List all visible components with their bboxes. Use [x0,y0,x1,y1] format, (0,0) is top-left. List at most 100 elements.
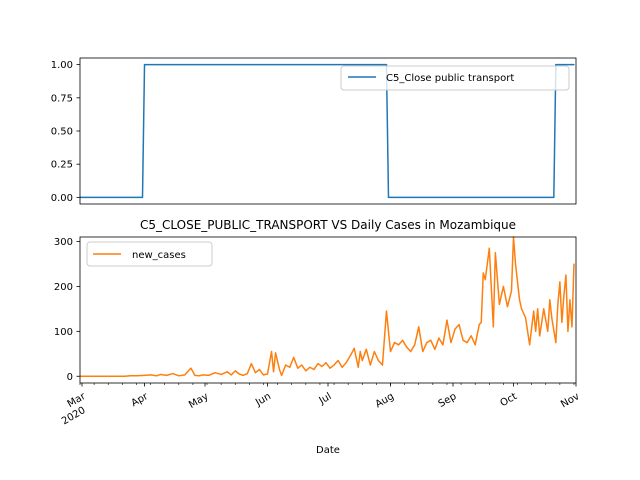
data-point [387,196,390,198]
data-point [381,364,384,366]
data-point [547,330,549,332]
data-point [422,350,424,353]
data-point [341,366,343,368]
data-point [410,350,412,353]
data-point [524,317,527,319]
data-point [202,374,204,376]
data-point [482,272,484,274]
data-point [539,335,541,337]
data-point [565,274,567,276]
data-point [238,373,240,375]
data-point [329,367,331,369]
bottom-chart-frame [79,236,577,384]
data-point [143,64,146,66]
data-point [478,324,480,326]
data-point [571,326,573,328]
data-point [266,373,269,375]
data-point [446,319,448,321]
data-point [258,368,261,371]
top-legend-label: C5_Close public transport [386,73,514,84]
data-point [149,374,152,376]
data-point [406,346,408,348]
top-chart-frame [79,57,577,205]
data-point [297,367,299,369]
data-point [389,350,392,353]
data-point [377,359,380,362]
data-point [557,303,559,305]
data-point [426,341,428,344]
data-point [537,308,539,310]
data-point [393,341,396,344]
data-point [337,359,339,362]
chart-title: C5_CLOSE_PUBLIC_TRANSPORT VS Daily Cases… [140,218,516,232]
data-point [321,365,323,367]
data-point [484,279,486,281]
data-point [414,344,416,346]
data-point [230,374,232,376]
top-chart-legend: C5_Close public transport [340,65,570,91]
data-point [301,364,303,366]
y-tick-label: 200 [54,282,73,293]
data-point [357,366,359,368]
data-point [293,356,295,358]
top-chart: 0.00 0.25 0.50 0.75 1.00 C5_Close public tra… [51,57,577,205]
bottom-legend-box [86,241,213,267]
data-point [123,375,125,377]
data-point [361,359,363,362]
data-point [250,363,252,365]
data-point [274,352,277,354]
data-point [569,299,571,301]
data-point [305,370,307,372]
data-point [492,326,494,328]
top-legend-box [340,65,570,91]
data-point [135,375,138,377]
bottom-legend-label: new_cases [132,250,186,261]
data-point [141,196,144,198]
y-tick-label: 0.00 [51,193,73,204]
data-point [345,362,347,364]
data-point [208,374,210,376]
data-point [430,339,432,341]
data-point [160,373,162,376]
data-point [385,310,388,312]
data-point [535,330,537,332]
data-point [242,374,244,376]
data-point [156,375,158,377]
data-point [466,341,468,344]
data-point [234,370,236,372]
data-point [279,369,281,371]
data-point [359,350,361,353]
data-point [518,299,521,301]
data-point [438,337,440,339]
data-point [573,263,575,265]
data-point [333,364,335,366]
data-point [573,64,575,66]
data-point [553,196,555,198]
data-point [369,364,371,366]
data-point [529,344,531,346]
data-point [313,368,315,371]
data-point [289,366,291,368]
data-point [488,247,490,249]
data-point [434,348,436,350]
data-point [454,328,456,330]
y-tick-label: 0 [67,372,73,383]
data-point [555,64,557,66]
data-point [474,344,476,346]
top-chart-yticks: 0.00 0.25 0.50 0.75 1.00 [51,60,80,204]
data-point [198,375,200,377]
data-point [506,306,509,308]
y-tick-label: 0.75 [51,93,73,104]
bottom-chart-plot-area [79,236,575,378]
data-point [402,339,404,341]
data-point [555,341,557,344]
y-tick-label: 0.25 [51,160,73,171]
data-point [262,374,265,376]
data-point [254,372,257,374]
data-point [365,348,367,350]
data-point [533,310,535,312]
data-point [272,371,275,373]
data-point [325,362,327,364]
data-point [551,317,553,319]
